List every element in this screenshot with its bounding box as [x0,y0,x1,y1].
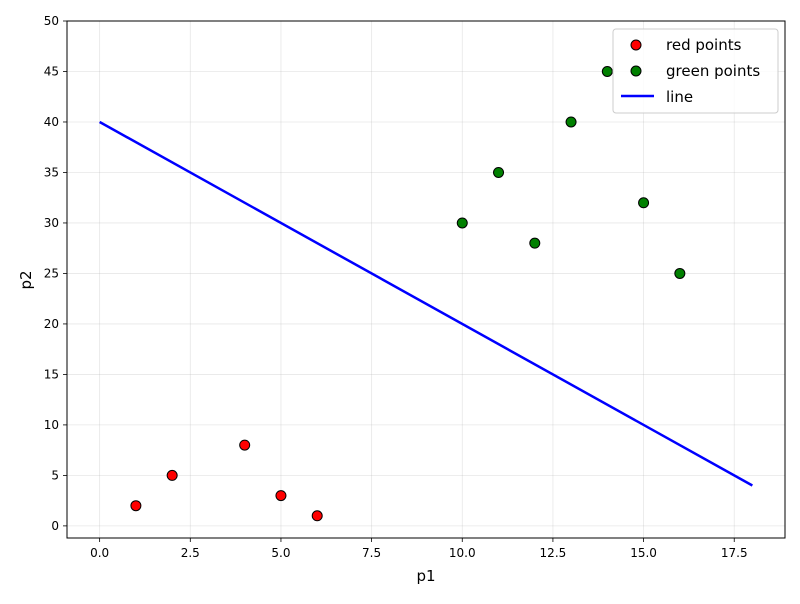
point-green-points [529,237,541,249]
point-red-points [239,439,251,451]
y-tick-label: 25 [44,266,59,280]
y-tick-label: 40 [44,115,59,129]
y-tick-label: 50 [44,14,59,28]
grid [67,20,785,538]
point-red-points [275,490,287,502]
x-axis-label: p1 [416,567,435,585]
point-red-points [311,510,323,522]
y-tick-label: 45 [44,64,59,78]
y-tick-label: 5 [51,468,59,482]
x-tick-label: 17.5 [721,546,748,560]
point-green-points [456,217,468,229]
point-green-points [565,116,577,128]
x-tick-label: 15.0 [630,546,657,560]
y-axis-label: p2 [17,270,35,289]
legend-label-green-points: green points [666,62,760,80]
point-green-points [638,197,650,209]
x-tick-label: 10.0 [449,546,476,560]
point-green-points [601,65,613,77]
y-tick-label: 20 [44,317,59,331]
x-tick-label: 0.0 [90,546,109,560]
legend-marker-red-points [630,39,642,51]
x-tick-label: 12.5 [540,546,567,560]
point-red-points [130,500,142,512]
y-tick-label: 35 [44,165,59,179]
y-tick-label: 10 [44,418,59,432]
series-line [99,120,753,487]
plot-series [99,65,753,522]
point-green-points [674,267,686,279]
y-tick-label: 0 [51,519,59,533]
legend: red points green points line [612,28,779,114]
legend-box [612,28,779,114]
y-tick-label: 30 [44,216,59,230]
plot-frame [66,20,786,539]
legend-label-line: line [666,88,693,106]
point-green-points [493,166,505,178]
legend-marker-green-points [630,65,642,77]
x-tick-label: 7.5 [362,546,381,560]
y-tick-label: 15 [44,367,59,381]
point-red-points [166,469,178,481]
axis-ticks: 0.0 2.5 5.0 7.5 10.0 12.5 15.0 17.5 0 5 10 15 20 25 30… [44,14,748,560]
x-tick-label: 2.5 [181,546,200,560]
legend-label-red-points: red points [666,36,742,54]
x-tick-label: 5.0 [271,546,290,560]
